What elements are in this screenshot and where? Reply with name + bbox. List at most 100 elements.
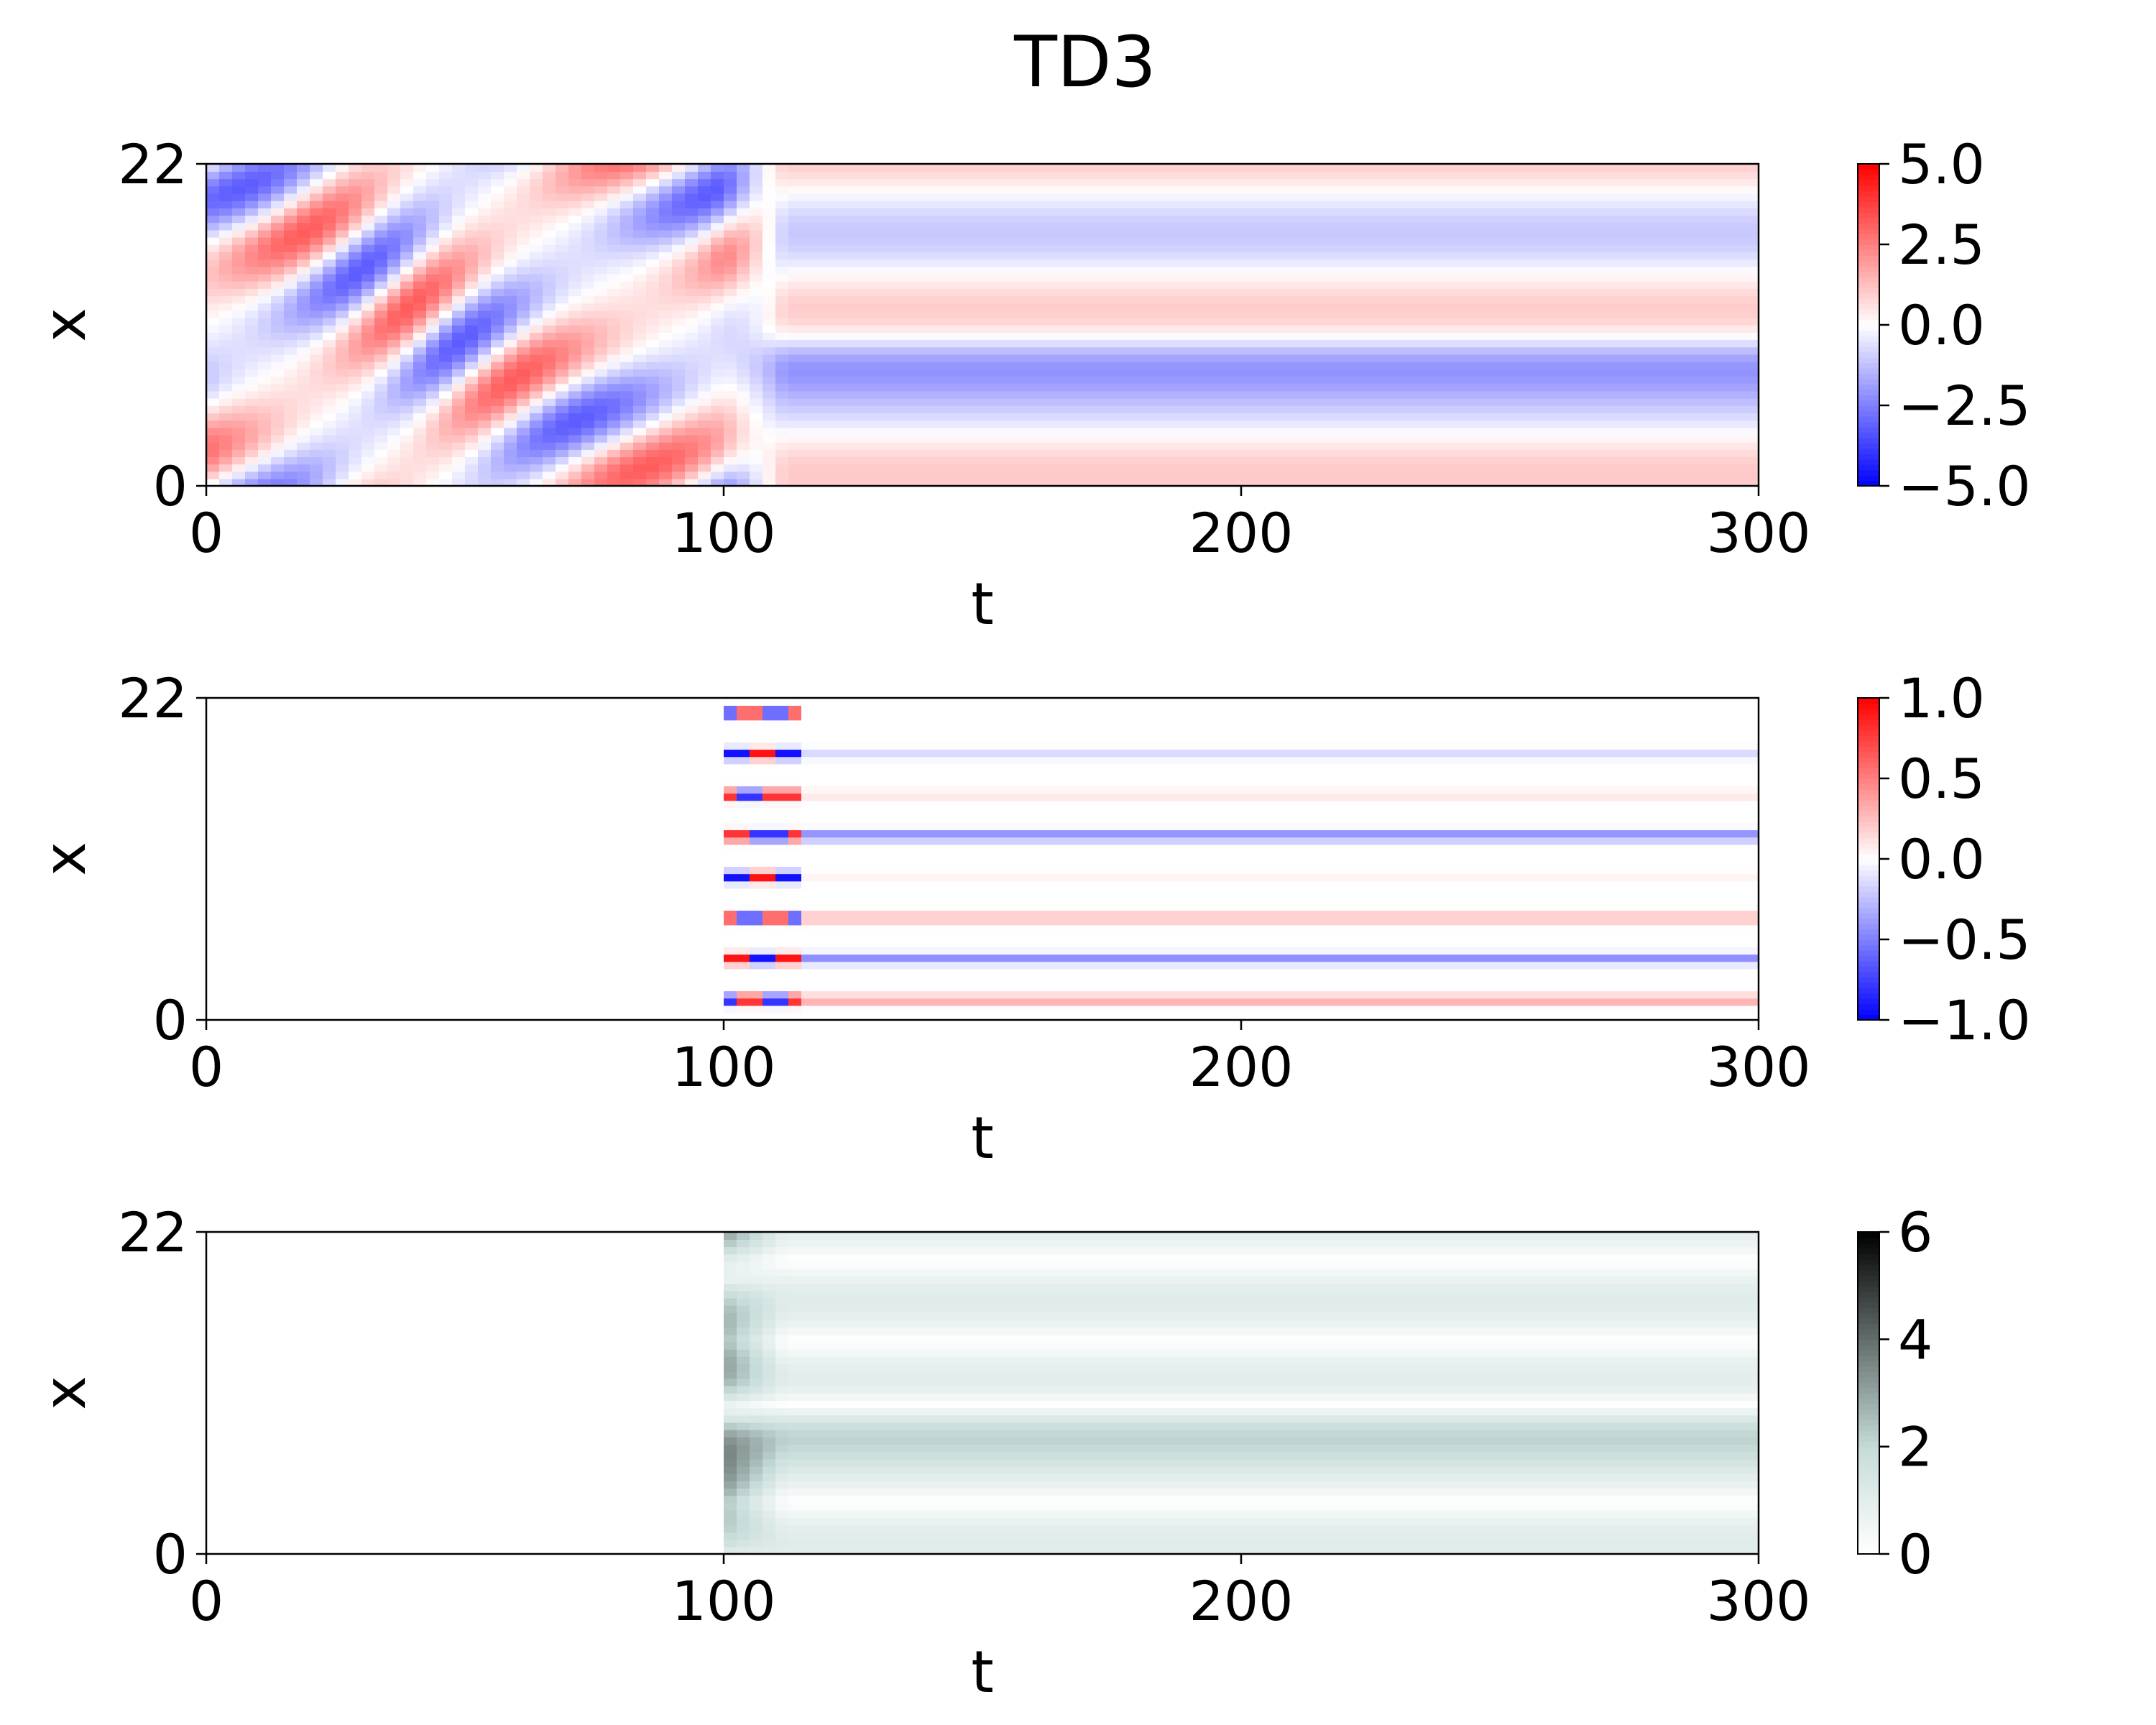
heatmap-cell [775, 266, 789, 275]
heatmap-cell [258, 229, 272, 238]
heatmap-cell [336, 280, 349, 289]
heatmap-cell [685, 369, 699, 377]
heatmap-cell [1358, 471, 1371, 479]
heatmap-cell [814, 229, 828, 238]
heatmap-cell [775, 478, 789, 487]
heatmap-cell [1396, 361, 1410, 369]
heatmap-cell [1176, 405, 1190, 413]
heatmap-cell [659, 259, 673, 267]
heatmap-cell [1332, 222, 1345, 231]
heatmap-cell [1577, 434, 1591, 443]
heatmap-cell [1189, 339, 1203, 348]
heatmap-cell [323, 215, 336, 224]
heatmap-cell [982, 273, 996, 282]
heatmap-cell [568, 434, 582, 443]
heatmap-cell [374, 193, 388, 201]
heatmap-cell [594, 310, 608, 318]
heatmap-cell [685, 229, 699, 238]
heatmap-cell [827, 193, 841, 201]
heatmap-cell [478, 244, 492, 252]
heatmap-cell [620, 280, 634, 289]
heatmap-cell [581, 427, 595, 436]
heatmap-cell [944, 273, 957, 282]
heatmap-cell [995, 434, 1009, 443]
heatmap-cell [1241, 332, 1255, 341]
heatmap-cell [827, 178, 841, 187]
heatmap-cell [685, 434, 699, 443]
heatmap-cell [620, 288, 634, 297]
heatmap-cell [840, 346, 854, 355]
heatmap-cell [724, 273, 737, 282]
heatmap-cell [1616, 266, 1630, 275]
heatmap-cell [866, 369, 880, 377]
heatmap-cell [840, 369, 854, 377]
heatmap-cell [232, 361, 246, 369]
heatmap-cell [232, 252, 246, 260]
heatmap-cell [1655, 434, 1669, 443]
heatmap-cell [1021, 346, 1035, 355]
heatmap-cell [1461, 390, 1475, 399]
heatmap-cell [1539, 376, 1552, 385]
heatmap-cell [387, 193, 401, 201]
heatmap-cell [982, 390, 996, 399]
heatmap-cell [1086, 420, 1100, 428]
heatmap-cell [1202, 413, 1216, 421]
heatmap-cell [620, 369, 634, 377]
heatmap-cell [905, 244, 918, 252]
heatmap-cell [1345, 266, 1358, 275]
heatmap-cell [1293, 441, 1307, 450]
heatmap-cell [982, 295, 996, 304]
heatmap-cell [478, 193, 492, 201]
heatmap-cell [387, 164, 401, 172]
heatmap-cell [1565, 208, 1578, 216]
heatmap-cell [1228, 229, 1242, 238]
heatmap-cell [1021, 200, 1035, 208]
heatmap-cell [258, 215, 272, 224]
heatmap-cell [659, 295, 673, 304]
heatmap-cell [633, 361, 647, 369]
heatmap-cell [1500, 222, 1514, 231]
heatmap-cell [1358, 376, 1371, 385]
heatmap-cell [918, 434, 931, 443]
heatmap-cell [1461, 317, 1475, 326]
heatmap-cell [982, 185, 996, 194]
heatmap-cell [1254, 266, 1268, 275]
heatmap-cell [310, 164, 323, 172]
heatmap-cell [517, 193, 530, 201]
heatmap-cell [284, 413, 298, 421]
heatmap-cell [750, 303, 763, 311]
heatmap-cell [853, 369, 867, 377]
heatmap-cell [1552, 208, 1565, 216]
heatmap-cell [1241, 361, 1255, 369]
heatmap-cell [426, 244, 440, 252]
heatmap-cell [931, 280, 944, 289]
heatmap-cell [633, 383, 647, 392]
heatmap-cell [1319, 266, 1332, 275]
heatmap-cell [1021, 229, 1035, 238]
heatmap-cell [1435, 164, 1449, 172]
heatmap-cell [581, 339, 595, 348]
heatmap-cell [1151, 229, 1164, 238]
heatmap-cell [969, 244, 983, 252]
heatmap-cell [814, 369, 828, 377]
heatmap-cell [323, 369, 336, 377]
heatmap-cell [1383, 229, 1397, 238]
heatmap-cell [1526, 171, 1539, 180]
heatmap-cell [840, 303, 854, 311]
heatmap-cell [737, 178, 750, 187]
heatmap-cell [1280, 325, 1294, 333]
heatmap-cell [763, 413, 776, 421]
heatmap-cell [1513, 280, 1526, 289]
heatmap-cell [374, 244, 388, 252]
heatmap-cell [1047, 390, 1061, 399]
heatmap-cell [1060, 383, 1074, 392]
heatmap-cell [594, 266, 608, 275]
heatmap-cell [1422, 449, 1436, 458]
figure-title: TD3 [1013, 22, 1156, 104]
heatmap-cell [1306, 405, 1319, 413]
heatmap-cell [1228, 295, 1242, 304]
heatmap-cell [219, 413, 233, 421]
heatmap-cell [1073, 449, 1087, 458]
heatmap-cell [1616, 295, 1630, 304]
heatmap-cell [1008, 193, 1022, 201]
